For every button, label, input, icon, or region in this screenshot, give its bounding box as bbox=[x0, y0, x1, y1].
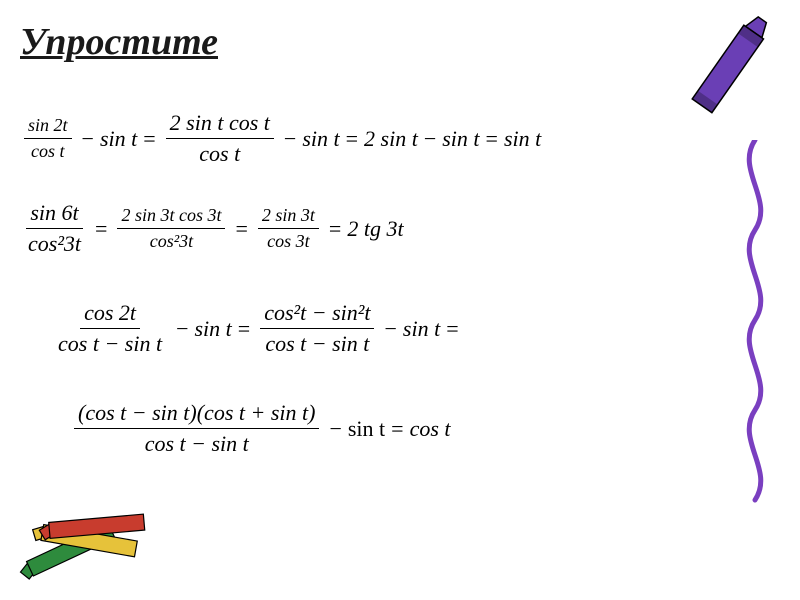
fraction: sin 2t cos t bbox=[24, 115, 72, 162]
equation-2: sin 6t cos²3t = 2 sin 3t cos 3t cos²3t =… bbox=[20, 200, 404, 257]
fraction: 2 sin 3t cos 3t cos²3t bbox=[117, 205, 225, 252]
fraction: 2 sin 3t cos 3t bbox=[258, 205, 319, 252]
page-title: Упростите bbox=[20, 20, 218, 64]
crayons-pile-icon bbox=[10, 470, 180, 590]
fraction: cos 2t cos t − sin t bbox=[54, 300, 166, 357]
equation-3: cos 2t cos t − sin t − sin t = cos²t − s… bbox=[50, 300, 465, 357]
fraction: sin 6t cos²3t bbox=[24, 200, 85, 257]
crayon-purple-icon bbox=[680, 8, 770, 138]
fraction: 2 sin t cos t cos t bbox=[166, 110, 274, 167]
equation-4: (cos t − sin t)(cos t + sin t) cos t − s… bbox=[70, 400, 451, 457]
squiggle-icon bbox=[730, 140, 780, 510]
equation-1: sin 2t cos t − sin t = 2 sin t cos t cos… bbox=[20, 110, 541, 167]
fraction: (cos t − sin t)(cos t + sin t) cos t − s… bbox=[74, 400, 319, 457]
fraction: cos²t − sin²t cos t − sin t bbox=[260, 300, 374, 357]
